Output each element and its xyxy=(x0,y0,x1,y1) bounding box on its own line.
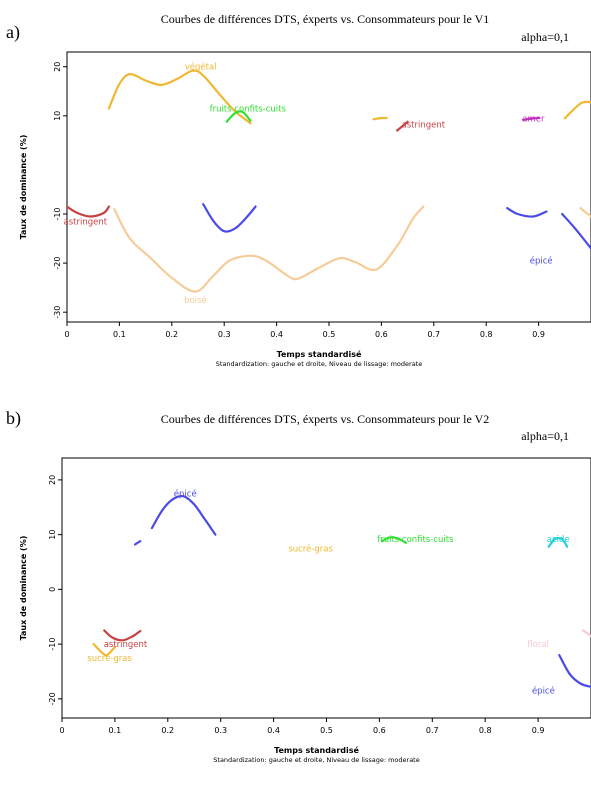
panel-letter: b) xyxy=(6,408,21,428)
series-label: astringent xyxy=(64,217,108,227)
x-tick-label: 0.9 xyxy=(532,330,545,339)
y-tick-label: 20 xyxy=(48,475,57,485)
y-tick-label: -20 xyxy=(53,257,62,270)
y-tick-label: -10 xyxy=(53,207,62,220)
x-tick-label: 0.7 xyxy=(427,330,440,339)
series-label: épicé xyxy=(532,686,555,697)
series-line xyxy=(563,100,591,120)
x-tick-label: 0.4 xyxy=(270,330,283,339)
chart-panel-b: b) Courbes de différences DTS, éxperts v… xyxy=(0,392,591,784)
panel-letter: a) xyxy=(6,22,20,42)
y-tick-label: 0 xyxy=(48,587,57,592)
chart-subtitle: alpha=0,1 xyxy=(521,30,569,44)
series-group xyxy=(67,69,591,293)
chart-plot: 0 0.1 0.2 0.3 0.4 0.5 0.6 0.7 0.8 0.9 20 10 0 -10 -20 T… xyxy=(19,457,591,764)
series-line xyxy=(372,116,383,121)
y-tick-label: -30 xyxy=(53,306,62,319)
x-tick-label: 0.2 xyxy=(165,330,178,339)
x-tick-label: 0.9 xyxy=(532,726,545,735)
series-label: sucré-gras xyxy=(288,543,333,554)
series-label: astringent xyxy=(104,640,148,650)
y-tick-label: 20 xyxy=(53,62,62,72)
series-line xyxy=(133,540,142,546)
series-line xyxy=(521,116,540,121)
chart-title: Courbes de différences DTS, éxperts vs. … xyxy=(160,12,490,26)
chart-title: Courbes de différences DTS, éxperts vs. … xyxy=(160,412,490,426)
y-axis-title: Taux de dominance (%) xyxy=(19,135,28,240)
y-tick-label: -20 xyxy=(48,692,57,705)
series-label: acide xyxy=(547,535,570,545)
x-tick-label: 0.6 xyxy=(375,330,388,339)
x-tick-label: 0.3 xyxy=(214,726,227,735)
series-line xyxy=(558,654,591,688)
x-tick-label: 0.2 xyxy=(161,726,174,735)
x-tick-label: 0.7 xyxy=(426,726,439,735)
series-label: astringent xyxy=(402,121,446,131)
x-tick-label: 0.5 xyxy=(320,726,333,735)
series-label: épicé xyxy=(530,256,553,267)
series-label: fruits confits-cuits xyxy=(377,535,454,545)
series-line xyxy=(380,116,388,120)
plot-frame xyxy=(66,51,591,323)
y-tick-label: 10 xyxy=(48,530,57,540)
x-tick-label: 0.3 xyxy=(218,330,231,339)
series-line xyxy=(547,536,569,548)
series-line xyxy=(396,120,409,132)
x-tick-label: 0 xyxy=(64,330,69,339)
x-tick-label: 0.8 xyxy=(479,726,492,735)
y-tick-label: 10 xyxy=(53,111,62,121)
x-axis-title: Temps standardisé xyxy=(274,745,359,755)
chart-subtitle: alpha=0,1 xyxy=(521,429,569,443)
series-label: épicé xyxy=(174,489,197,500)
x-tick-label: 0.8 xyxy=(480,330,493,339)
series-group xyxy=(92,494,591,688)
series-line xyxy=(202,203,257,233)
series-label: végétal xyxy=(185,62,217,73)
series-line xyxy=(380,536,407,544)
series-line xyxy=(113,205,425,293)
series-line xyxy=(67,205,110,218)
x-tick-label: 0.4 xyxy=(267,726,280,735)
x-tick-label: 0.5 xyxy=(323,330,336,339)
x-tick-label: 0.1 xyxy=(113,330,126,339)
series-line xyxy=(92,643,116,657)
series-label: amer xyxy=(522,114,545,124)
chart-caption: Standardization: gauche et droite, Nivea… xyxy=(216,360,422,368)
series-line xyxy=(561,212,591,250)
series-label: sucré-gras xyxy=(87,653,132,664)
series-line xyxy=(506,207,548,218)
series-line xyxy=(579,207,591,218)
x-axis-title: Temps standardisé xyxy=(277,349,362,359)
chart-panel-a: a) Courbes de différences DTS, éxperts v… xyxy=(0,0,591,390)
chart-caption: Standardization: gauche et droite, Nivea… xyxy=(213,756,419,764)
series-label: floral xyxy=(527,640,549,650)
series-line xyxy=(103,629,142,642)
series-line xyxy=(225,110,252,123)
x-tick-label: 0.1 xyxy=(109,726,122,735)
plot-frame xyxy=(61,457,591,719)
y-axis-title: Taux de dominance (%) xyxy=(19,536,28,641)
chart-plot: 0 0.1 0.2 0.3 0.4 0.5 0.6 0.7 0.8 0.9 20 10 -10 -20 -3… xyxy=(19,51,591,368)
series-line xyxy=(150,494,217,536)
series-label: fruits confits-cuits xyxy=(210,104,287,114)
series-label: boisé xyxy=(184,295,207,306)
series-line xyxy=(107,69,252,125)
series-line xyxy=(582,629,591,637)
y-tick-label: -10 xyxy=(48,638,57,651)
x-tick-label: 0.6 xyxy=(373,726,386,735)
x-tick-label: 0 xyxy=(59,726,64,735)
